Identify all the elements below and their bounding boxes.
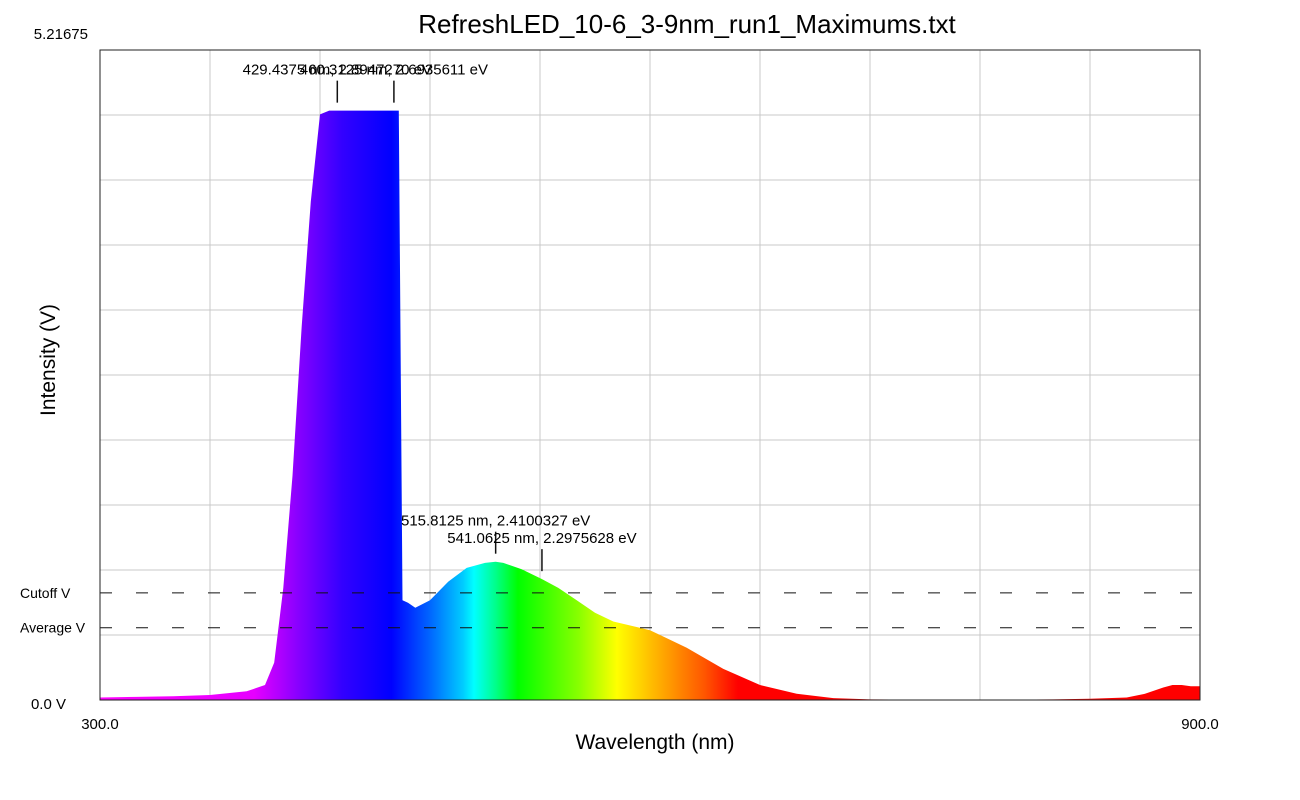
- x-tick-label-min: 300.0: [81, 716, 119, 733]
- y-tick-label-min: 0.0 V: [31, 696, 66, 713]
- reference-line-label: Average V: [20, 620, 86, 636]
- peak-label: 541.0625 nm, 2.2975628 eV: [447, 530, 636, 547]
- peak-label: 515.8125 nm, 2.4100327 eV: [401, 513, 590, 530]
- reference-line-label: Cutoff V: [20, 585, 71, 601]
- reference-lines: Cutoff V Average V: [20, 585, 1200, 636]
- y-axis-label: Intensity (V): [37, 304, 60, 416]
- x-axis-label: Wavelength (nm): [575, 731, 734, 754]
- chart-title: RefreshLED_10-6_3-9nm_run1_Maximums.txt: [418, 9, 956, 39]
- peak-label: 460.3125 nm, 2.6935611 eV: [300, 62, 488, 79]
- x-tick-label-max: 900.0: [1181, 716, 1219, 733]
- spectrum-area: [100, 110, 1200, 701]
- plot-frame: [99, 49, 1201, 701]
- y-tick-label-max: 5.21675: [34, 26, 88, 43]
- grid: [100, 50, 1200, 700]
- peak-label: 429.4375 nm, 2.8947270 eV: [243, 62, 432, 79]
